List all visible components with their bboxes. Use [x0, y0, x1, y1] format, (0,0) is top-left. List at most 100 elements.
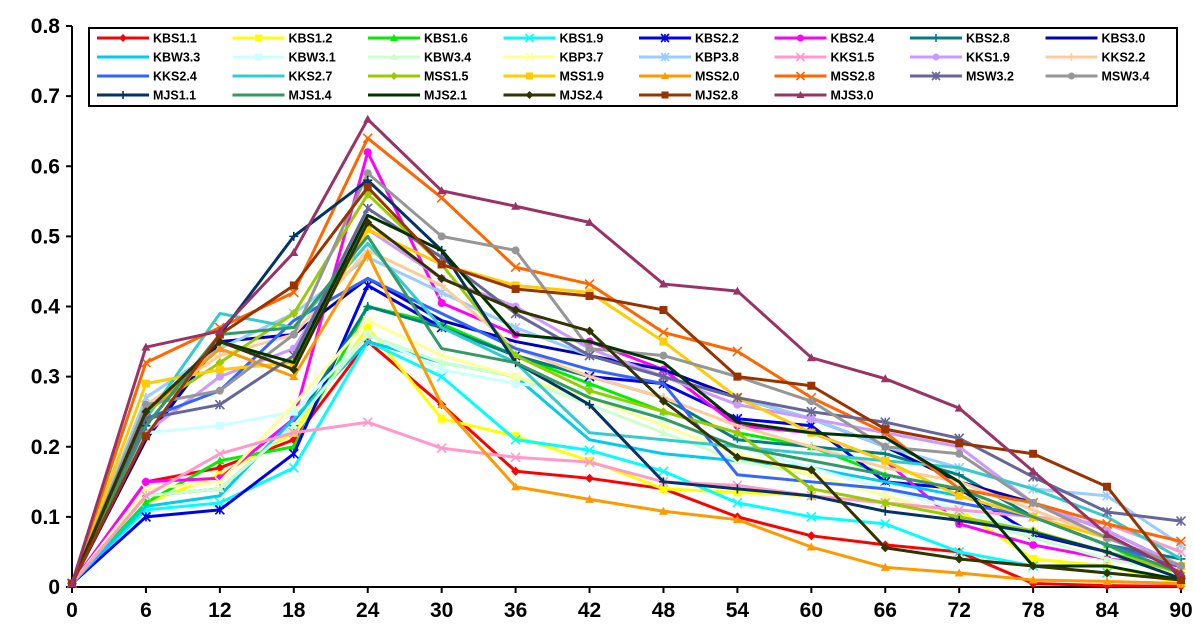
legend-entry: KBW3.1: [232, 51, 336, 65]
data-point: [955, 449, 964, 458]
legend-label: MSS2.0: [695, 70, 740, 84]
x-tick-label: 24: [356, 599, 380, 622]
data-point: [660, 52, 670, 62]
data-point: [214, 476, 225, 487]
data-point: [881, 456, 890, 465]
legend-label: MSW3.2: [966, 70, 1014, 84]
legend-entry: KBW3.4: [368, 51, 471, 65]
legend-label: MJS2.1: [424, 89, 467, 103]
data-point: [510, 262, 521, 273]
data-point: [215, 365, 224, 374]
series-mjs2-1: [70, 213, 1182, 585]
data-point: [141, 342, 151, 351]
data-point: [661, 91, 669, 99]
legend-entry: MSS1.9: [503, 70, 605, 84]
legend-entry: KKS2.2: [1045, 51, 1145, 65]
x-tick-label: 48: [652, 599, 676, 622]
legend-label: KBS2.8: [966, 32, 1010, 46]
data-point: [436, 443, 447, 454]
data-point: [511, 432, 520, 441]
data-point: [807, 414, 816, 423]
data-point: [880, 374, 890, 383]
x-tick-label: 12: [208, 599, 231, 622]
data-point: [140, 511, 151, 522]
data-point: [390, 34, 398, 41]
legend-label: KBS3.0: [1102, 32, 1146, 46]
y-tick-label: 0.1: [31, 506, 61, 529]
legend-label: KBW3.3: [153, 51, 200, 65]
legend-entry: KBS2.4: [774, 32, 875, 46]
data-point: [931, 71, 941, 81]
series-line: [70, 136, 1182, 584]
data-point: [215, 484, 225, 493]
series-layer: [66, 114, 1187, 591]
y-tick-label: 0.5: [31, 225, 61, 248]
data-point: [510, 371, 521, 382]
data-point: [67, 578, 77, 587]
data-point: [658, 420, 669, 431]
data-point: [955, 439, 964, 448]
data-point: [288, 399, 299, 410]
data-point: [437, 414, 446, 423]
series-line: [70, 227, 1182, 585]
data-point: [954, 568, 964, 577]
data-point: [289, 365, 299, 375]
legend-entry: KBW3.3: [97, 51, 200, 65]
data-point: [255, 34, 262, 42]
data-point: [215, 463, 225, 473]
series-mjs3-0: [67, 114, 1186, 587]
legend-label: MJS1.4: [289, 89, 332, 103]
legend-entry: KBS3.0: [1045, 32, 1146, 46]
data-point: [288, 287, 299, 298]
x-tick-label: 6: [140, 599, 152, 622]
series-line: [70, 340, 1182, 585]
legend-entry: MSS2.8: [774, 70, 875, 84]
legend-label: KBW3.4: [424, 51, 471, 65]
data-point: [289, 248, 299, 257]
legend-entry: KKS2.7: [232, 70, 332, 84]
legend-entry: MJS1.1: [97, 89, 196, 103]
data-point: [658, 279, 668, 288]
data-point: [119, 34, 127, 42]
data-point: [215, 330, 224, 339]
data-point: [797, 34, 804, 42]
data-point: [659, 484, 668, 493]
legend-entry: MSW3.2: [910, 70, 1014, 84]
data-point: [880, 562, 890, 571]
data-point: [732, 392, 743, 403]
data-point: [1029, 540, 1038, 549]
data-point: [732, 484, 742, 494]
series-kks2-4: [70, 276, 1182, 585]
data-point: [584, 445, 595, 456]
legend-entry: KKS1.9: [910, 51, 1010, 65]
y-tick-label: 0.2: [31, 436, 60, 459]
data-point: [511, 201, 521, 210]
legend-label: KBW3.1: [289, 51, 336, 65]
data-point: [363, 114, 373, 123]
data-point: [511, 284, 520, 293]
data-point: [363, 249, 373, 258]
axes: 0 0.1 0.2 0.3 0.4 0.5 0.6 0.7 0.8 0 6 12 18 24 30 36 42 4…: [31, 15, 1193, 622]
y-tick-label: 0.7: [31, 85, 60, 108]
data-point: [363, 225, 372, 234]
series-line: [70, 276, 1182, 585]
data-point: [215, 372, 224, 381]
legend-entry: KBS1.2: [232, 32, 332, 46]
series-line: [70, 333, 1182, 585]
data-point: [659, 351, 668, 360]
data-point: [215, 326, 225, 335]
data-point: [289, 309, 299, 319]
legend-entry: KBS2.8: [910, 32, 1010, 46]
data-point: [1177, 561, 1185, 570]
legend-label: MSS1.9: [560, 70, 605, 84]
legend-label: MJS1.1: [153, 89, 196, 103]
data-point: [511, 351, 521, 361]
data-point: [437, 365, 446, 374]
data-point: [510, 452, 521, 463]
legend-label: KBS2.4: [831, 32, 875, 46]
data-point: [1028, 505, 1038, 515]
data-point: [363, 302, 373, 311]
legend-box: [88, 27, 1178, 107]
data-point: [661, 72, 669, 79]
data-point: [437, 298, 446, 307]
